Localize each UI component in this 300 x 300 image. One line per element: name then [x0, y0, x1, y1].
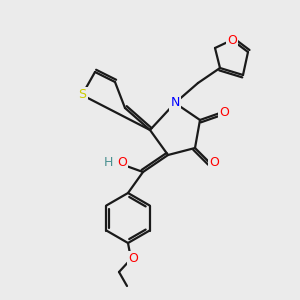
Text: H: H	[103, 157, 113, 169]
Text: O: O	[128, 253, 138, 266]
Text: O: O	[219, 106, 229, 119]
Text: O: O	[227, 34, 237, 46]
Text: O: O	[209, 157, 219, 169]
Text: S: S	[78, 88, 86, 101]
Text: O: O	[117, 155, 127, 169]
Text: N: N	[170, 97, 180, 110]
